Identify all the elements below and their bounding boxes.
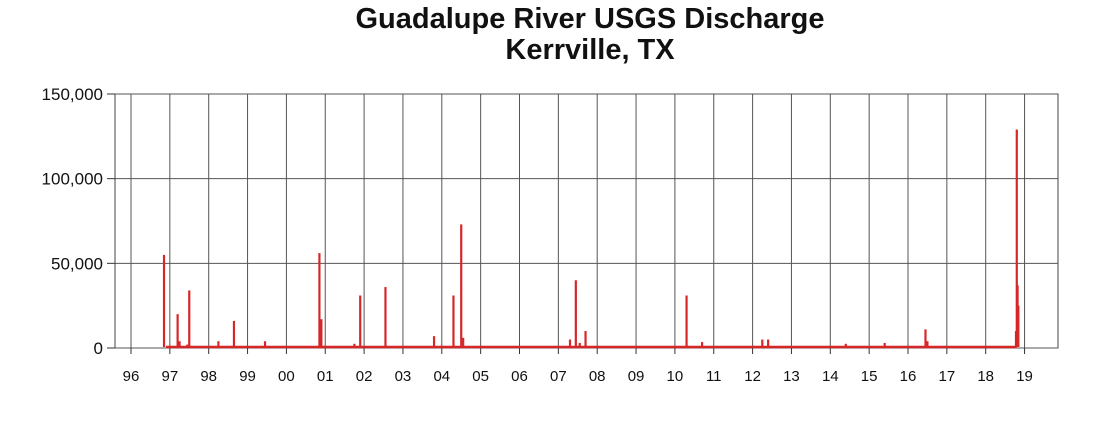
x-tick-label: 13 bbox=[783, 368, 800, 385]
x-tick-label: 03 bbox=[395, 368, 412, 385]
x-tick-label: 05 bbox=[472, 368, 489, 385]
y-tick-label: 0 bbox=[94, 339, 103, 358]
x-tick-label: 12 bbox=[744, 368, 761, 385]
x-tick-label: 18 bbox=[977, 368, 994, 385]
x-tick-label: 19 bbox=[1016, 368, 1033, 385]
x-tick-label: 10 bbox=[667, 368, 684, 385]
x-tick-label: 15 bbox=[861, 368, 878, 385]
x-tick-label: 11 bbox=[706, 368, 722, 385]
chart-title: Guadalupe River USGS Discharge bbox=[355, 3, 825, 35]
y-tick-label: 100,000 bbox=[42, 170, 103, 189]
x-tick-label: 17 bbox=[939, 368, 956, 385]
x-tick-label: 09 bbox=[628, 368, 645, 385]
x-tick-label: 16 bbox=[900, 368, 917, 385]
x-tick-label: 04 bbox=[433, 368, 450, 385]
y-tick-label: 50,000 bbox=[51, 254, 103, 273]
x-tick-label: 96 bbox=[123, 368, 140, 385]
x-tick-label: 02 bbox=[356, 368, 373, 385]
y-tick-label: 150,000 bbox=[42, 85, 103, 104]
chart-title-block: Guadalupe River USGS Discharge Kerrville… bbox=[0, 4, 1099, 66]
plot-frame bbox=[114, 93, 1059, 349]
x-tick-label: 14 bbox=[822, 368, 839, 385]
x-tick-label: 99 bbox=[239, 368, 256, 385]
x-tick-label: 08 bbox=[589, 368, 606, 385]
x-tick-label: 98 bbox=[200, 368, 217, 385]
x-tick-label: 07 bbox=[550, 368, 567, 385]
x-tick-label: 06 bbox=[511, 368, 528, 385]
chart-subtitle: Kerrville, TX bbox=[505, 34, 675, 66]
x-tick-label: 01 bbox=[317, 368, 334, 385]
x-tick-label: 97 bbox=[162, 368, 179, 385]
x-tick-label: 00 bbox=[278, 368, 295, 385]
